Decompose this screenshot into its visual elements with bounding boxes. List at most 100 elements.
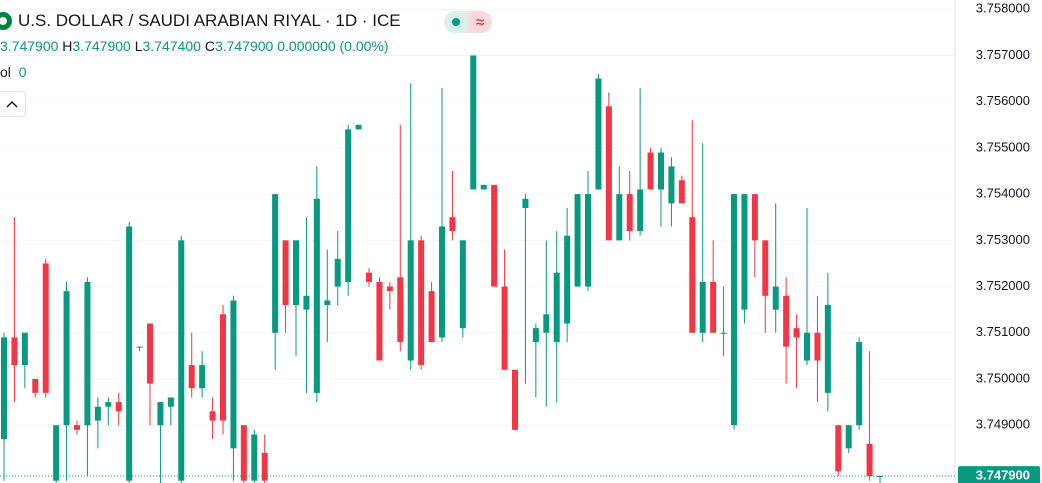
candle-body xyxy=(814,332,821,361)
candle-body xyxy=(480,184,487,190)
candle-body xyxy=(741,194,748,310)
candle-body xyxy=(470,55,477,190)
y-tick-label: 3.758000 xyxy=(976,1,1030,16)
candle-body xyxy=(762,240,769,296)
status-dot xyxy=(452,18,460,26)
candle-body xyxy=(178,240,185,481)
candle-body xyxy=(209,411,216,421)
candle-body xyxy=(74,425,80,430)
y-tick-label: 3.754000 xyxy=(976,186,1030,201)
candle-body xyxy=(772,286,779,310)
volume-value: 0 xyxy=(18,64,27,80)
candle-body xyxy=(42,263,49,393)
candle-body xyxy=(449,217,456,232)
candle-body xyxy=(564,235,571,324)
candle-body xyxy=(21,332,28,366)
candle-body xyxy=(115,402,122,412)
candle-body xyxy=(512,369,518,430)
candle-body xyxy=(658,152,664,190)
candle-body xyxy=(783,295,790,347)
change-value: 0.000000 (0.00%) xyxy=(277,38,389,54)
candle-body xyxy=(230,300,237,449)
candle-body xyxy=(553,272,560,343)
candle-body xyxy=(355,124,362,130)
market-status[interactable] xyxy=(444,11,468,33)
symbol-title[interactable]: U.S. DOLLAR / SAUDI ARABIAN RIYAL · 1D ·… xyxy=(18,11,401,30)
collapse-button[interactable] xyxy=(0,91,26,117)
candle-body xyxy=(136,346,143,348)
candle-body xyxy=(220,314,226,421)
candle-body xyxy=(84,281,91,426)
candle-body xyxy=(11,337,18,366)
candle-body xyxy=(731,194,737,426)
low-value: 3.747400 xyxy=(142,38,201,54)
candle-body xyxy=(637,189,644,232)
candle-body xyxy=(94,406,101,421)
candle-body xyxy=(334,258,341,287)
candle-body xyxy=(616,194,623,241)
candle-body xyxy=(605,106,612,241)
candle-body xyxy=(345,129,352,282)
candle-body xyxy=(386,286,393,292)
candle-body xyxy=(105,402,112,407)
y-tick-label: 3.750000 xyxy=(976,370,1030,385)
candle-body xyxy=(459,240,466,329)
candle-body xyxy=(585,194,591,287)
candle-body xyxy=(303,295,310,310)
candle-body xyxy=(63,291,70,426)
volume-label: ol xyxy=(0,64,11,80)
last-price-box xyxy=(958,466,1040,483)
y-tick-label: 3.753000 xyxy=(976,232,1030,247)
candle-body xyxy=(501,286,508,370)
open-value: 3.747900 xyxy=(0,38,59,54)
candle-body xyxy=(261,452,268,481)
close-value: 3.747900 xyxy=(214,38,274,54)
candle-body xyxy=(689,217,696,333)
candle-body xyxy=(595,78,602,190)
candle-body xyxy=(751,194,758,241)
candle-body xyxy=(491,184,498,287)
candle-body xyxy=(856,342,863,426)
candle-body xyxy=(272,194,279,333)
candle-body xyxy=(845,425,852,449)
candle-body xyxy=(397,277,404,343)
candle-body xyxy=(282,240,289,306)
candle-body xyxy=(324,300,331,306)
y-tick-label: 3.752000 xyxy=(976,278,1030,293)
candle-body xyxy=(439,226,445,338)
low-label: L xyxy=(134,38,143,54)
candle-body xyxy=(522,198,529,208)
candle-body xyxy=(366,272,372,282)
logo xyxy=(0,12,12,30)
candle-body xyxy=(240,425,247,481)
candle-body xyxy=(804,332,810,361)
candle-body xyxy=(824,305,831,393)
candle-body xyxy=(1,337,7,440)
y-tick-label: 3.751000 xyxy=(976,324,1030,339)
candle-body xyxy=(793,328,800,338)
candle-body xyxy=(53,425,60,481)
candle-body xyxy=(835,425,842,472)
y-tick-label: 3.749000 xyxy=(976,417,1030,432)
candle-body xyxy=(574,194,581,287)
candle-body xyxy=(32,379,39,393)
y-tick-label: 3.756000 xyxy=(976,93,1030,108)
candle-body xyxy=(647,152,654,190)
candle-body xyxy=(167,397,174,407)
status-pill[interactable]: ≈ xyxy=(444,11,492,33)
candle-body xyxy=(157,402,164,426)
candle-body xyxy=(199,365,206,389)
candle-body xyxy=(293,240,299,306)
candle-body xyxy=(407,240,414,361)
data-status[interactable]: ≈ xyxy=(468,11,492,33)
candle-body xyxy=(866,443,873,477)
y-tick-label: 3.757000 xyxy=(976,47,1030,62)
ohlc-legend: 3.747900 H3.747900 L3.747400 C3.747900 0… xyxy=(0,38,389,54)
candle-body xyxy=(710,281,717,333)
candle-body xyxy=(720,332,727,334)
candle-body xyxy=(147,323,153,384)
candle-body xyxy=(376,281,383,361)
candle-body xyxy=(251,434,258,481)
